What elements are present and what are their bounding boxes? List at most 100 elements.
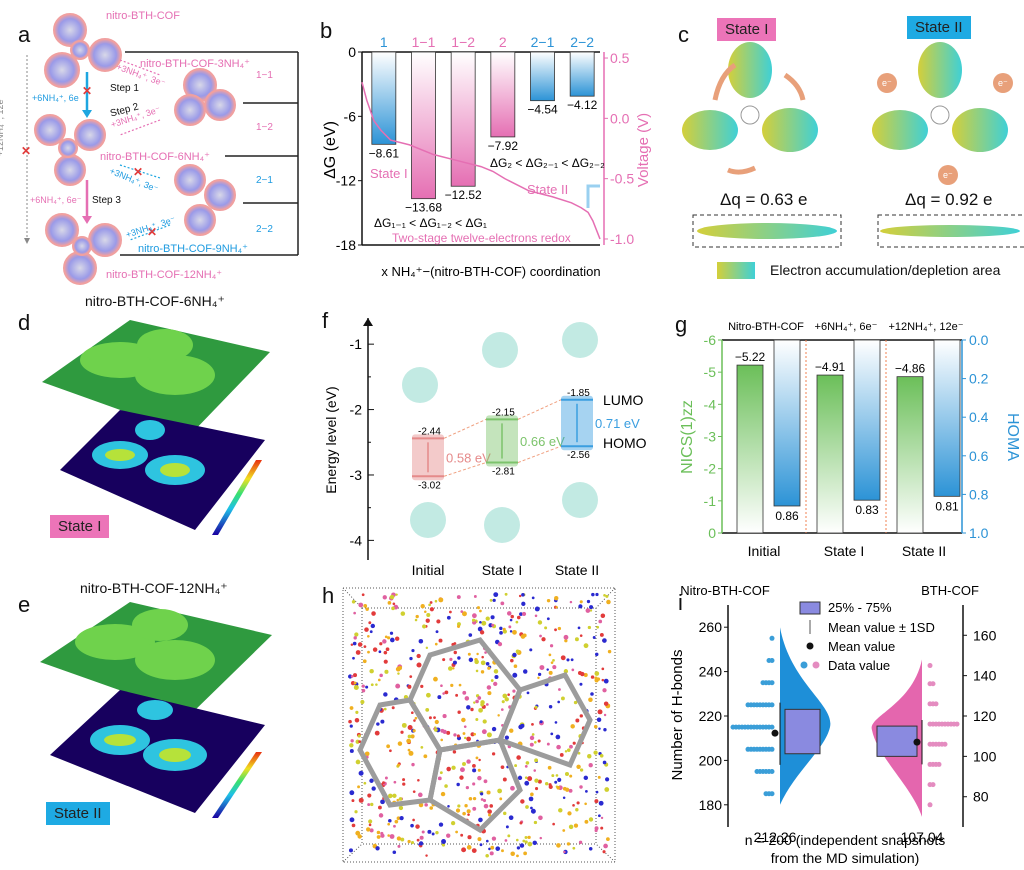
md-atom xyxy=(358,740,362,744)
md-atom xyxy=(425,708,430,712)
md-atom xyxy=(505,825,509,829)
mean-value-label-right: 107.04 xyxy=(901,829,944,845)
md-atom xyxy=(463,736,467,740)
md-atom xyxy=(486,790,491,795)
step-label-1: Step 1 xyxy=(110,83,139,94)
md-atom xyxy=(354,810,358,814)
y-tick-label: -4 xyxy=(350,532,363,548)
md-atom xyxy=(599,633,604,637)
md-atom xyxy=(560,655,566,661)
md-atom xyxy=(476,606,481,610)
panel-h: h xyxy=(320,580,660,870)
md-atom xyxy=(473,701,476,704)
md-atom xyxy=(504,735,509,740)
md-atom xyxy=(579,785,583,789)
md-atom xyxy=(525,805,529,809)
md-atom xyxy=(584,802,587,806)
md-atom xyxy=(412,818,415,822)
bar-value-label: −7.92 xyxy=(488,139,519,153)
md-atom xyxy=(479,609,482,613)
md-atom xyxy=(480,792,484,796)
data-point xyxy=(745,746,751,752)
md-atom xyxy=(588,817,594,822)
md-atom xyxy=(558,808,563,813)
md-atom xyxy=(497,642,503,647)
md-atom xyxy=(398,797,403,801)
md-atom xyxy=(363,781,367,785)
md-atom xyxy=(457,710,461,714)
md-atom xyxy=(416,662,422,668)
md-atom xyxy=(522,839,526,843)
md-atom xyxy=(546,742,550,746)
x-axis-title: x NH₄⁺−(nitro-BTH-COF) coordination xyxy=(381,264,600,279)
data-point xyxy=(930,681,936,687)
state1-density xyxy=(682,42,818,152)
md-atom xyxy=(460,610,464,613)
md-atom xyxy=(537,739,541,743)
md-atom xyxy=(415,614,419,619)
y2-tick-label: -0.5 xyxy=(610,171,634,187)
annotation-state-2: State II xyxy=(527,182,568,197)
md-atom xyxy=(461,717,466,723)
legend-label: Electron accumulation/depletion area xyxy=(770,262,1001,278)
md-atom xyxy=(473,595,477,598)
md-atom xyxy=(352,641,357,646)
md-atom xyxy=(554,595,559,601)
md-atom xyxy=(466,809,471,814)
y-tick-label: -4 xyxy=(704,396,717,412)
md-atom xyxy=(555,734,561,740)
md-atom xyxy=(370,683,374,687)
legend-label-data: Data value xyxy=(828,658,890,673)
state-2-arrow xyxy=(586,184,600,208)
md-atom xyxy=(515,620,519,624)
group-title-left: Nitro-BTH-COF xyxy=(680,583,770,598)
md-atom xyxy=(572,804,575,807)
md-atom xyxy=(444,784,448,788)
md-atom xyxy=(455,808,461,813)
md-atom xyxy=(470,707,474,712)
md-atom xyxy=(400,611,406,616)
md-atom xyxy=(442,729,447,735)
y2-axis-title: Voltage (V) xyxy=(635,113,652,187)
panel-e: e nitro-BTH-COF-12NH₄⁺ State II xyxy=(0,580,320,870)
bar xyxy=(569,51,595,97)
panel-label-f: f xyxy=(322,308,329,333)
md-atom xyxy=(520,634,526,639)
md-atom xyxy=(384,635,388,639)
y-tick-label: -1 xyxy=(704,493,717,509)
md-atom xyxy=(375,846,380,851)
md-atom xyxy=(364,751,370,757)
md-atom xyxy=(463,725,467,728)
data-point xyxy=(933,701,939,707)
md-atom xyxy=(426,613,431,618)
svg-text:e⁻: e⁻ xyxy=(998,78,1008,88)
md-atom xyxy=(365,685,369,689)
md-atom xyxy=(588,847,593,851)
md-atom xyxy=(348,674,353,679)
md-atom xyxy=(437,776,442,781)
md-atom xyxy=(406,738,411,744)
md-atom xyxy=(569,744,573,749)
md-atom xyxy=(557,777,562,782)
state1-arrows xyxy=(712,62,806,175)
md-atom xyxy=(519,821,523,825)
md-atom xyxy=(575,808,579,812)
md-atom xyxy=(520,799,525,804)
legend-swatch xyxy=(717,262,755,279)
md-atom xyxy=(481,620,487,626)
md-atom xyxy=(371,611,376,616)
md-atom xyxy=(434,728,438,732)
md-atom xyxy=(353,685,359,691)
state-badge-e: State II xyxy=(46,802,110,825)
md-atom xyxy=(407,684,412,689)
data-point xyxy=(754,769,760,774)
group-header: Nitro-BTH-COF xyxy=(728,321,804,333)
md-atom xyxy=(452,667,455,670)
md-atom xyxy=(487,809,492,814)
homa-bar xyxy=(773,339,801,507)
md-atom xyxy=(395,593,398,596)
md-atom xyxy=(357,734,361,738)
delta-q-1: Δq = 0.63 e xyxy=(720,190,808,209)
md-atom xyxy=(354,718,360,723)
y2-tick-label: 0.2 xyxy=(969,371,989,387)
